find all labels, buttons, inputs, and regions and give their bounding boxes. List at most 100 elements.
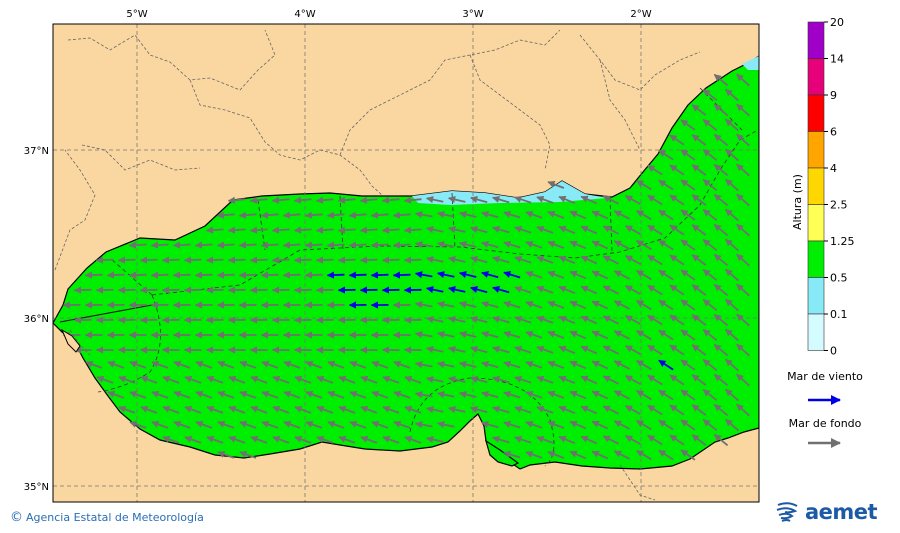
swell-arrow bbox=[713, 163, 729, 177]
swell-arrow bbox=[647, 314, 663, 326]
swell-arrow bbox=[228, 375, 246, 384]
legend-level-label: 0 bbox=[830, 345, 837, 358]
swell-arrow bbox=[736, 373, 750, 387]
swell-arrow bbox=[161, 256, 180, 264]
swell-arrow bbox=[658, 329, 674, 341]
swell-arrow bbox=[425, 346, 444, 354]
swell-arrow bbox=[492, 435, 510, 444]
legend-level-label: 0.5 bbox=[830, 272, 848, 285]
swell-arrow bbox=[725, 298, 739, 312]
swell-arrow bbox=[106, 271, 125, 279]
swell-arrow bbox=[294, 405, 312, 414]
swell-arrow bbox=[195, 360, 213, 369]
swell-arrow bbox=[602, 345, 620, 355]
swell-arrow bbox=[624, 315, 641, 325]
swell-arrow bbox=[194, 241, 213, 249]
swell-arrow bbox=[403, 196, 422, 204]
swell-arrow bbox=[702, 148, 718, 162]
swell-arrow bbox=[658, 449, 674, 461]
swell-arrow bbox=[315, 196, 334, 204]
swell-arrow bbox=[150, 241, 169, 249]
swell-arrow bbox=[702, 328, 718, 342]
swell-arrow bbox=[658, 179, 674, 191]
swell-arrow bbox=[272, 375, 290, 384]
swell-arrow bbox=[260, 211, 279, 219]
swell-arrow bbox=[669, 164, 685, 176]
swell-arrow bbox=[525, 420, 543, 429]
swell-arrow bbox=[162, 405, 180, 414]
swell-arrow bbox=[569, 420, 587, 430]
swell-arrow bbox=[647, 194, 663, 206]
swell-arrow bbox=[514, 285, 532, 294]
swell-arrow bbox=[602, 405, 620, 415]
swell-arrow bbox=[725, 358, 739, 372]
swell-arrow bbox=[536, 405, 554, 414]
swell-arrow bbox=[558, 195, 576, 205]
swell-arrow bbox=[624, 255, 641, 265]
swell-arrow bbox=[658, 419, 674, 431]
swell-arrow bbox=[470, 256, 488, 264]
swell-arrow bbox=[713, 313, 729, 327]
color-legend: Altura (m) 20 14 9 6 4 2.5 1.25 0.5 0.1 0 bbox=[791, 16, 855, 358]
swell-arrow bbox=[228, 435, 246, 444]
swell-arrow bbox=[547, 330, 565, 339]
swell-arrow bbox=[569, 270, 587, 280]
swell-arrow bbox=[569, 450, 587, 460]
swell-arrow bbox=[393, 360, 411, 369]
swell-arrow bbox=[470, 346, 488, 354]
swell-arrow bbox=[349, 360, 367, 369]
swell-arrow bbox=[239, 450, 257, 459]
swell-arrow bbox=[129, 390, 147, 399]
swell-arrow bbox=[492, 255, 510, 264]
swell-arrow bbox=[403, 256, 422, 264]
legend-level-label: 14 bbox=[830, 53, 844, 66]
swell-arrow bbox=[371, 390, 389, 399]
swell-arrow bbox=[702, 358, 718, 372]
swell-arrow bbox=[481, 420, 499, 429]
swell-arrow bbox=[713, 193, 729, 207]
swell-arrow bbox=[436, 211, 455, 219]
swell-arrow bbox=[725, 418, 739, 432]
swell-arrow bbox=[239, 390, 257, 399]
swell-arrow bbox=[713, 343, 729, 357]
swell-arrow bbox=[525, 390, 543, 399]
swell-arrow bbox=[680, 119, 696, 131]
swell-arrow bbox=[173, 420, 191, 429]
swell-arrow bbox=[250, 375, 268, 384]
swell-arrow bbox=[536, 285, 554, 294]
swell-arrow bbox=[680, 299, 696, 311]
swell-arrow bbox=[525, 300, 543, 309]
swell-label: Mar de fondo bbox=[789, 417, 862, 430]
lon-label: 3°W bbox=[462, 9, 483, 20]
swell-arrow bbox=[636, 359, 652, 371]
credit-line: © Agencia Estatal de Meteorología bbox=[10, 510, 204, 525]
swell-arrow bbox=[173, 360, 191, 369]
arrow-legend: Mar de viento Mar de fondo bbox=[787, 370, 863, 448]
swell-arrow bbox=[713, 133, 729, 147]
swell-arrow bbox=[536, 195, 554, 204]
swell-arrow bbox=[492, 225, 510, 234]
swell-arrow bbox=[403, 226, 422, 234]
swell-arrow bbox=[436, 391, 455, 399]
swell-arrow bbox=[261, 390, 279, 399]
swell-arrow bbox=[669, 224, 685, 236]
legend-level-label: 9 bbox=[830, 89, 837, 102]
swell-arrow bbox=[580, 345, 598, 355]
swell-arrow bbox=[239, 420, 257, 429]
swell-arrow bbox=[558, 225, 576, 235]
wind-sea-arrow bbox=[425, 286, 444, 294]
swell-arrow bbox=[128, 241, 147, 249]
swell-arrow bbox=[702, 208, 718, 222]
swell-arrow bbox=[470, 196, 488, 204]
swell-arrow bbox=[669, 284, 685, 296]
swell-arrow bbox=[702, 388, 718, 402]
swell-arrow bbox=[514, 255, 532, 264]
swell-arrow bbox=[404, 375, 422, 384]
swell-arrow bbox=[414, 241, 433, 249]
swell-arrow bbox=[436, 241, 455, 249]
swell-arrow bbox=[370, 241, 389, 249]
swell-arrow bbox=[271, 226, 290, 234]
swell-arrow bbox=[624, 225, 641, 235]
swell-arrow bbox=[713, 373, 729, 387]
swell-arrow bbox=[481, 330, 499, 339]
